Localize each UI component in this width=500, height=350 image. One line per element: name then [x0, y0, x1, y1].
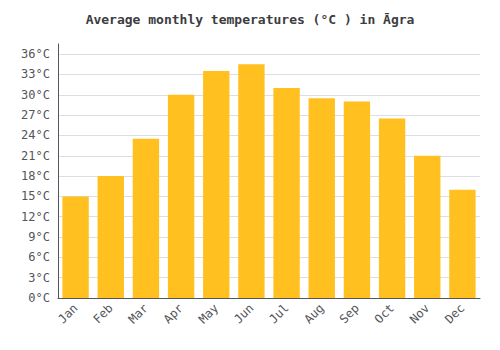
svg-text:30°C: 30°C: [21, 88, 50, 102]
svg-text:Dec: Dec: [442, 301, 467, 326]
svg-text:0°C: 0°C: [28, 291, 50, 305]
svg-text:Aug: Aug: [301, 301, 326, 326]
svg-text:12°C: 12°C: [21, 210, 50, 224]
svg-text:18°C: 18°C: [21, 169, 50, 183]
svg-text:Oct: Oct: [372, 301, 397, 326]
svg-text:33°C: 33°C: [21, 67, 50, 81]
svg-text:27°C: 27°C: [21, 108, 50, 122]
svg-text:6°C: 6°C: [28, 250, 50, 264]
svg-text:15°C: 15°C: [21, 189, 50, 203]
svg-text:21°C: 21°C: [21, 149, 50, 163]
svg-text:36°C: 36°C: [21, 47, 50, 61]
svg-text:Jun: Jun: [231, 301, 256, 326]
svg-text:Jan: Jan: [55, 301, 80, 326]
svg-text:3°C: 3°C: [28, 271, 50, 285]
svg-text:Feb: Feb: [90, 301, 115, 326]
svg-text:Apr: Apr: [161, 301, 186, 326]
svg-text:May: May: [196, 301, 221, 326]
svg-text:Jul: Jul: [266, 301, 291, 326]
svg-text:Nov: Nov: [407, 301, 432, 326]
svg-text:Average monthly temperatures (: Average monthly temperatures (°C ) in Āg…: [86, 12, 415, 27]
svg-text:Mar: Mar: [126, 301, 151, 326]
svg-text:24°C: 24°C: [21, 128, 50, 142]
svg-text:Sep: Sep: [337, 301, 362, 326]
svg-text:9°C: 9°C: [28, 230, 50, 244]
